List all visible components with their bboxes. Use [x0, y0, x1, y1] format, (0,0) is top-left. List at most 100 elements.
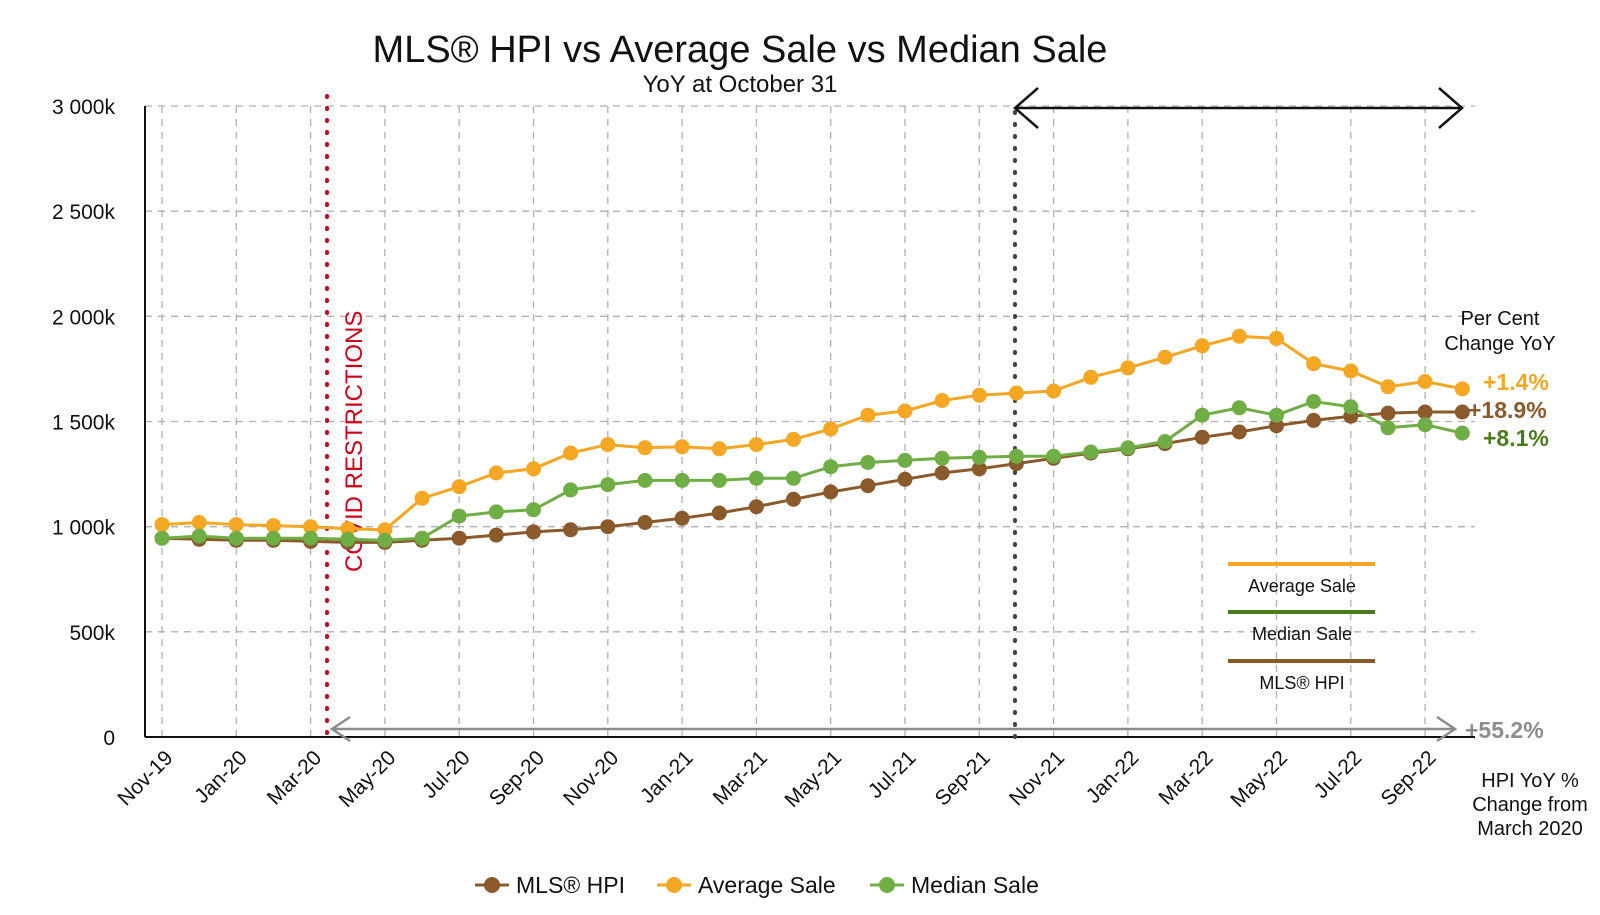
data-point [971, 449, 987, 465]
median-sale-pct: +8.1% [1483, 425, 1549, 451]
data-point [488, 527, 504, 543]
data-point [637, 515, 653, 530]
y-tick-labels: 0 500k 1 000k 1 500k 2 000k 2 500k 3 000k [52, 96, 116, 750]
data-point [1231, 424, 1247, 440]
data-point [971, 387, 987, 403]
data-point [1083, 369, 1099, 385]
data-point [748, 437, 764, 453]
y-tick-label: 1 500k [52, 412, 116, 435]
data-point [1194, 338, 1210, 354]
data-point [1194, 407, 1210, 423]
data-point [1231, 400, 1247, 416]
hpi-since-march-label-line1: HPI YoY % [1481, 770, 1579, 792]
y-tick-label: 1 000k [52, 517, 116, 540]
x-tick-label: Nov-19 [113, 746, 177, 810]
data-point [526, 502, 541, 518]
data-point [1454, 425, 1470, 441]
data-point [823, 421, 839, 437]
data-point [1380, 379, 1396, 395]
x-tick-label: May-20 [335, 746, 401, 812]
x-tick-label: May-22 [1226, 746, 1292, 812]
data-point [563, 445, 579, 461]
data-point [414, 530, 430, 546]
data-point [1120, 360, 1136, 376]
y-tick-label: 3 000k [52, 96, 116, 119]
data-point [1343, 363, 1359, 379]
data-point [191, 515, 207, 530]
data-point [1417, 417, 1433, 433]
data-point [600, 519, 616, 535]
data-point [1120, 440, 1136, 456]
data-point [897, 471, 913, 487]
data-point [934, 465, 950, 481]
data-point [488, 465, 504, 481]
legend-label-average: Average Sale [698, 872, 836, 898]
data-point [637, 440, 653, 456]
series-layer [154, 328, 1470, 550]
data-point [897, 452, 913, 468]
data-point [860, 407, 876, 423]
legend-item-median: Median Sale [870, 872, 1039, 898]
data-point [414, 490, 430, 506]
data-point [786, 470, 801, 486]
data-point [154, 530, 170, 546]
axes [144, 106, 1475, 738]
per-cent-header-line2: Change YoY [1444, 333, 1555, 355]
legend-item-hpi: MLS® HPI [475, 872, 625, 898]
x-tick-label: Sep-21 [931, 746, 995, 810]
legend: MLS® HPI Average Sale Median Sale [475, 872, 1039, 898]
data-point [1269, 418, 1284, 434]
data-point [860, 478, 876, 494]
data-point [563, 482, 579, 498]
data-point [1269, 330, 1284, 346]
inset-legend-median-label: Median Sale [1252, 624, 1352, 644]
data-point [674, 439, 690, 455]
data-point [340, 531, 356, 547]
chart-title: MLS® HPI vs Average Sale vs Median Sale [373, 29, 1108, 71]
data-point [823, 484, 839, 500]
x-tick-label: Jan-21 [636, 746, 698, 808]
data-point [1083, 444, 1099, 460]
legend-label-median: Median Sale [911, 872, 1039, 898]
data-point [526, 461, 541, 477]
data-point [674, 472, 690, 488]
data-point [1008, 448, 1024, 464]
data-point [897, 403, 913, 419]
data-point [340, 521, 356, 537]
y-tick-label: 2 000k [52, 306, 116, 329]
x-tick-label: Nov-20 [559, 746, 623, 810]
data-point [563, 522, 579, 538]
data-point [711, 441, 727, 457]
yoy-window-arrow [1013, 87, 1464, 129]
y-tick-label: 2 500k [52, 201, 116, 224]
data-point [191, 528, 207, 544]
legend-label-hpi: MLS® HPI [516, 872, 625, 898]
x-tick-label: Jan-20 [190, 746, 252, 808]
data-point [786, 491, 801, 507]
data-point [1306, 394, 1322, 409]
series-2 [154, 394, 1470, 548]
data-point [1417, 374, 1433, 389]
data-point [228, 530, 244, 546]
hpi-since-march-pct: +55.2% [1465, 717, 1544, 743]
data-point [1269, 407, 1284, 423]
data-point [1046, 448, 1062, 464]
data-point [711, 505, 727, 521]
data-point [451, 479, 467, 495]
data-point [600, 477, 616, 493]
inset-legend-avg-label: Average Sale [1248, 576, 1356, 596]
data-point [303, 519, 319, 535]
data-point [1231, 328, 1247, 344]
data-point [823, 459, 839, 475]
x-tick-label: Jul-20 [418, 746, 475, 803]
data-point [1380, 405, 1396, 421]
data-point [154, 517, 170, 533]
data-point [488, 504, 504, 520]
data-point [303, 530, 319, 546]
x-tick-label: Mar-20 [263, 746, 326, 809]
data-point [1194, 429, 1210, 445]
x-tick-label: Mar-22 [1154, 746, 1217, 809]
hpi-since-march-label-line3: March 2020 [1477, 818, 1583, 840]
chart-subtitle: YoY at October 31 [643, 71, 838, 98]
data-point [526, 524, 541, 540]
